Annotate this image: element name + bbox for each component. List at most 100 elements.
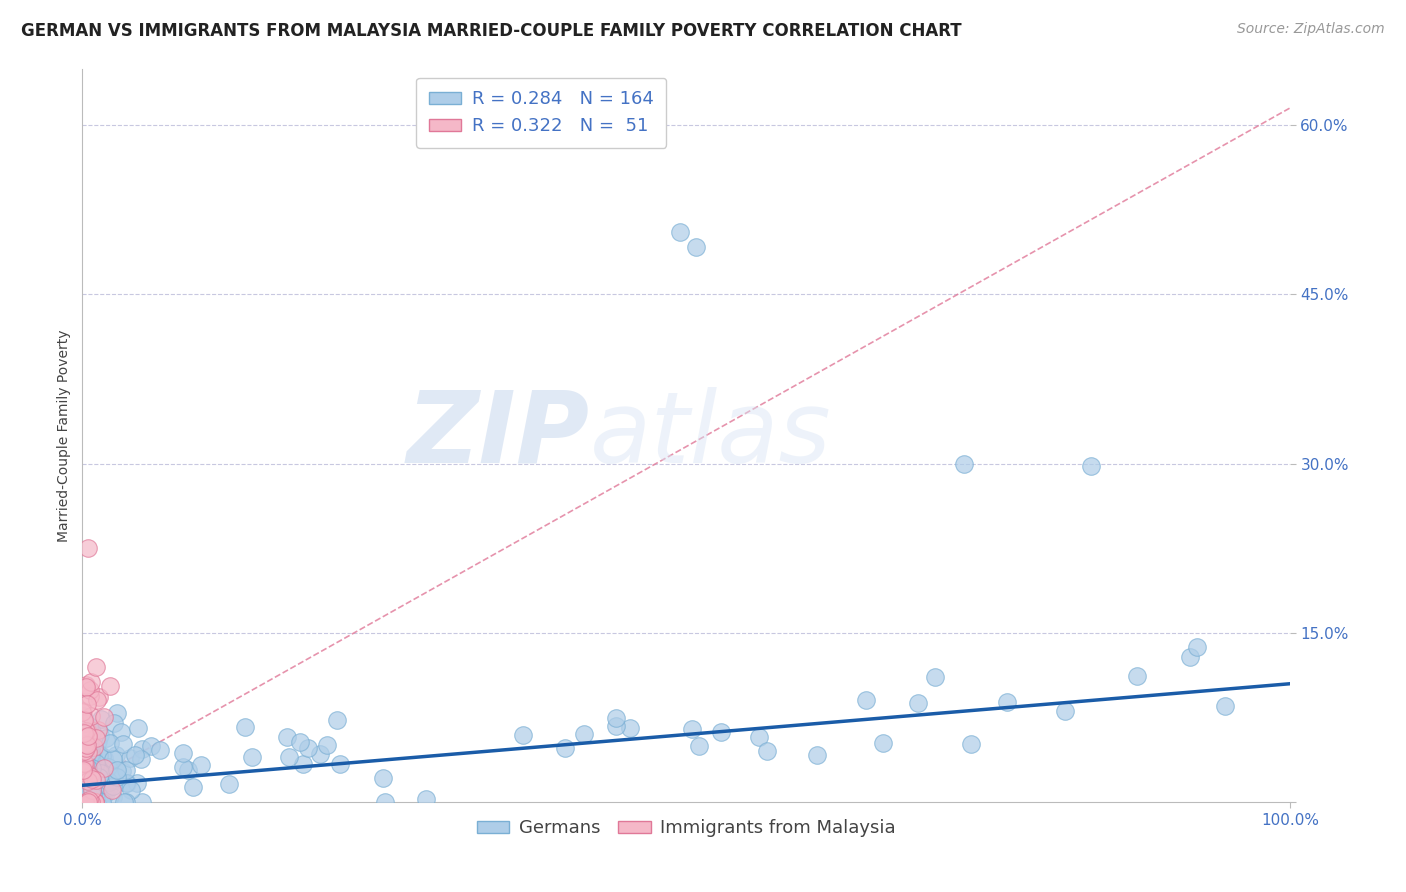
Point <box>72 768 94 782</box>
Point <box>86 795 108 809</box>
Point <box>86 693 108 707</box>
Point <box>110 724 132 739</box>
Point <box>291 757 314 772</box>
Point <box>120 782 142 797</box>
Point <box>75 756 97 771</box>
Point <box>93 764 115 779</box>
Point <box>77 762 100 776</box>
Point <box>669 225 692 239</box>
Point <box>80 751 103 765</box>
Point <box>73 725 96 739</box>
Point <box>77 754 100 768</box>
Point <box>80 780 103 795</box>
Point <box>98 680 121 694</box>
Point <box>190 758 212 772</box>
Point <box>415 792 437 806</box>
Point <box>76 730 98 744</box>
Point <box>75 772 97 786</box>
Point <box>73 772 96 787</box>
Point <box>233 720 256 734</box>
Point <box>82 795 104 809</box>
Text: GERMAN VS IMMIGRANTS FROM MALAYSIA MARRIED-COUPLE FAMILY POVERTY CORRELATION CHA: GERMAN VS IMMIGRANTS FROM MALAYSIA MARRI… <box>21 22 962 40</box>
Point <box>82 795 104 809</box>
Point <box>84 772 107 787</box>
Point <box>80 674 103 689</box>
Point <box>72 709 94 723</box>
Point <box>73 756 96 770</box>
Point <box>84 795 107 809</box>
Point <box>76 756 98 771</box>
Point <box>72 795 94 809</box>
Point <box>93 751 115 765</box>
Point <box>110 764 132 778</box>
Point <box>77 765 100 780</box>
Point <box>756 744 779 758</box>
Point <box>77 795 100 809</box>
Point <box>960 737 983 751</box>
Point <box>80 726 103 740</box>
Point <box>87 770 110 784</box>
Point <box>605 711 627 725</box>
Point <box>97 780 120 794</box>
Point <box>72 795 94 809</box>
Point <box>139 739 162 754</box>
Point <box>118 751 141 765</box>
Point <box>90 765 112 780</box>
Point <box>75 737 97 751</box>
Point <box>80 751 103 765</box>
Point <box>574 727 596 741</box>
Point <box>924 670 946 684</box>
Point <box>87 763 110 777</box>
Point <box>84 756 107 770</box>
Point <box>554 740 576 755</box>
Point <box>80 776 103 790</box>
Point <box>82 772 104 786</box>
Point <box>77 795 100 809</box>
Point <box>80 795 103 809</box>
Point <box>97 760 120 774</box>
Text: ZIP: ZIP <box>406 387 589 483</box>
Point <box>76 784 98 798</box>
Point <box>79 689 101 703</box>
Point <box>315 738 337 752</box>
Point <box>131 742 153 756</box>
Point <box>83 740 105 755</box>
Point <box>681 722 703 736</box>
Point <box>77 719 100 733</box>
Point <box>76 790 98 805</box>
Point <box>79 769 101 783</box>
Point <box>98 774 121 789</box>
Point <box>90 795 112 809</box>
Point <box>82 789 104 803</box>
Point <box>1178 649 1201 664</box>
Point <box>80 746 103 760</box>
Point <box>87 746 110 760</box>
Point <box>87 748 110 763</box>
Point <box>855 693 877 707</box>
Point <box>329 757 352 772</box>
Point <box>76 732 98 747</box>
Point <box>77 729 100 743</box>
Point <box>105 706 128 720</box>
Point <box>87 734 110 748</box>
Point <box>105 763 128 777</box>
Point <box>1080 458 1102 473</box>
Legend: Germans, Immigrants from Malaysia: Germans, Immigrants from Malaysia <box>470 812 903 845</box>
Point <box>94 784 117 798</box>
Point <box>127 776 149 790</box>
Point <box>103 715 125 730</box>
Point <box>80 785 103 799</box>
Point <box>605 719 627 733</box>
Point <box>73 789 96 804</box>
Point <box>93 780 115 794</box>
Point <box>79 747 101 761</box>
Point <box>82 724 104 739</box>
Point <box>72 765 94 780</box>
Point <box>72 704 94 718</box>
Point <box>77 727 100 741</box>
Point <box>685 240 707 254</box>
Point <box>75 754 97 768</box>
Point <box>80 761 103 775</box>
Point <box>288 734 311 748</box>
Point <box>806 747 828 762</box>
